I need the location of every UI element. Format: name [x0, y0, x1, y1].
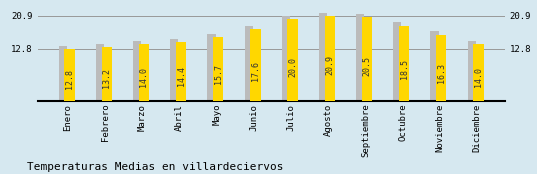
- Bar: [101, 47, 112, 101]
- Text: 20.9: 20.9: [325, 55, 334, 75]
- Text: 13.2: 13.2: [102, 68, 111, 88]
- Bar: [245, 26, 253, 101]
- Bar: [59, 46, 67, 101]
- Text: 14.0: 14.0: [474, 67, 483, 87]
- Bar: [176, 42, 186, 101]
- Text: 16.3: 16.3: [437, 63, 446, 83]
- Bar: [282, 16, 290, 101]
- Bar: [431, 31, 439, 101]
- Text: 14.4: 14.4: [177, 66, 186, 86]
- Text: 15.7: 15.7: [214, 64, 223, 84]
- Bar: [393, 22, 402, 101]
- Bar: [319, 13, 327, 101]
- Bar: [139, 44, 149, 101]
- Text: 20.5: 20.5: [362, 56, 372, 76]
- Bar: [170, 39, 178, 101]
- Bar: [356, 14, 364, 101]
- Bar: [287, 19, 297, 101]
- Text: 14.0: 14.0: [140, 67, 148, 87]
- Bar: [213, 37, 223, 101]
- Bar: [133, 41, 141, 101]
- Bar: [361, 17, 372, 101]
- Bar: [250, 29, 260, 101]
- Bar: [468, 41, 476, 101]
- Bar: [436, 35, 446, 101]
- Bar: [96, 44, 104, 101]
- Text: 12.8: 12.8: [65, 69, 74, 89]
- Text: 18.5: 18.5: [400, 59, 409, 79]
- Bar: [473, 44, 483, 101]
- Bar: [64, 49, 75, 101]
- Bar: [399, 26, 409, 101]
- Bar: [324, 16, 335, 101]
- Text: 20.0: 20.0: [288, 57, 297, 77]
- Text: 17.6: 17.6: [251, 61, 260, 81]
- Text: Temperaturas Medias en villardeciervos: Temperaturas Medias en villardeciervos: [27, 162, 284, 172]
- Bar: [207, 34, 216, 101]
